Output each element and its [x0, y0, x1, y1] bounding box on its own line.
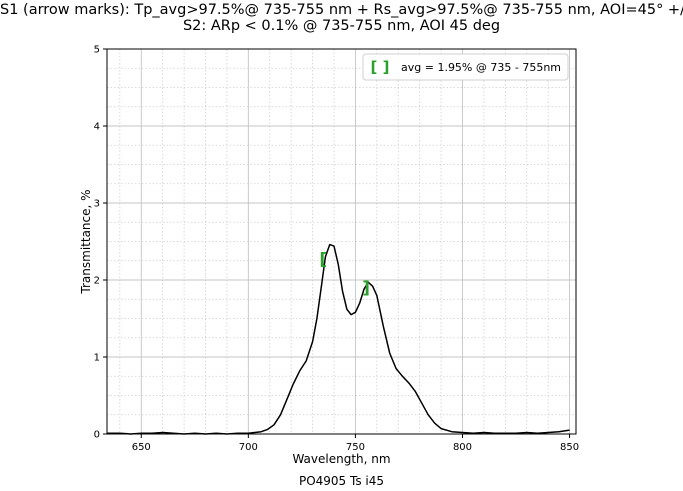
chart-title: S1 (arrow marks): Tp_avg>97.5%@ 735-755 … [0, 2, 683, 18]
x-tick-label: 700 [239, 442, 258, 453]
chart-footer: PO4905 Ts i45 [298, 474, 385, 488]
y-axis-label: Transmittance, % [79, 189, 93, 294]
y-tick-label: 5 [94, 45, 100, 56]
chart-subtitle: S2: ARp < 0.1% @ 735-755 nm, AOI 45 deg [182, 18, 501, 34]
x-tick-label: 650 [132, 442, 151, 453]
x-tick-label: 800 [453, 442, 472, 453]
x-tick-label: 750 [346, 442, 365, 453]
legend-label: avg = 1.95% @ 735 - 755nm [401, 61, 561, 74]
axes-frame [106, 48, 577, 435]
bracket-marker: [ [319, 250, 327, 270]
y-tick-label: 1 [94, 353, 100, 364]
y-tick-label: 3 [94, 199, 100, 210]
series-line [107, 243, 570, 435]
x-axis-label: Wavelength, nm [292, 452, 390, 466]
x-tick-label: 850 [560, 442, 579, 453]
legend-marker: [ ] [371, 58, 390, 76]
y-tick-label: 4 [94, 122, 100, 133]
bracket-marker: ] [362, 279, 370, 299]
legend-box [362, 53, 569, 81]
y-tick-label: 2 [94, 276, 100, 287]
y-tick-label: 0 [94, 430, 100, 441]
